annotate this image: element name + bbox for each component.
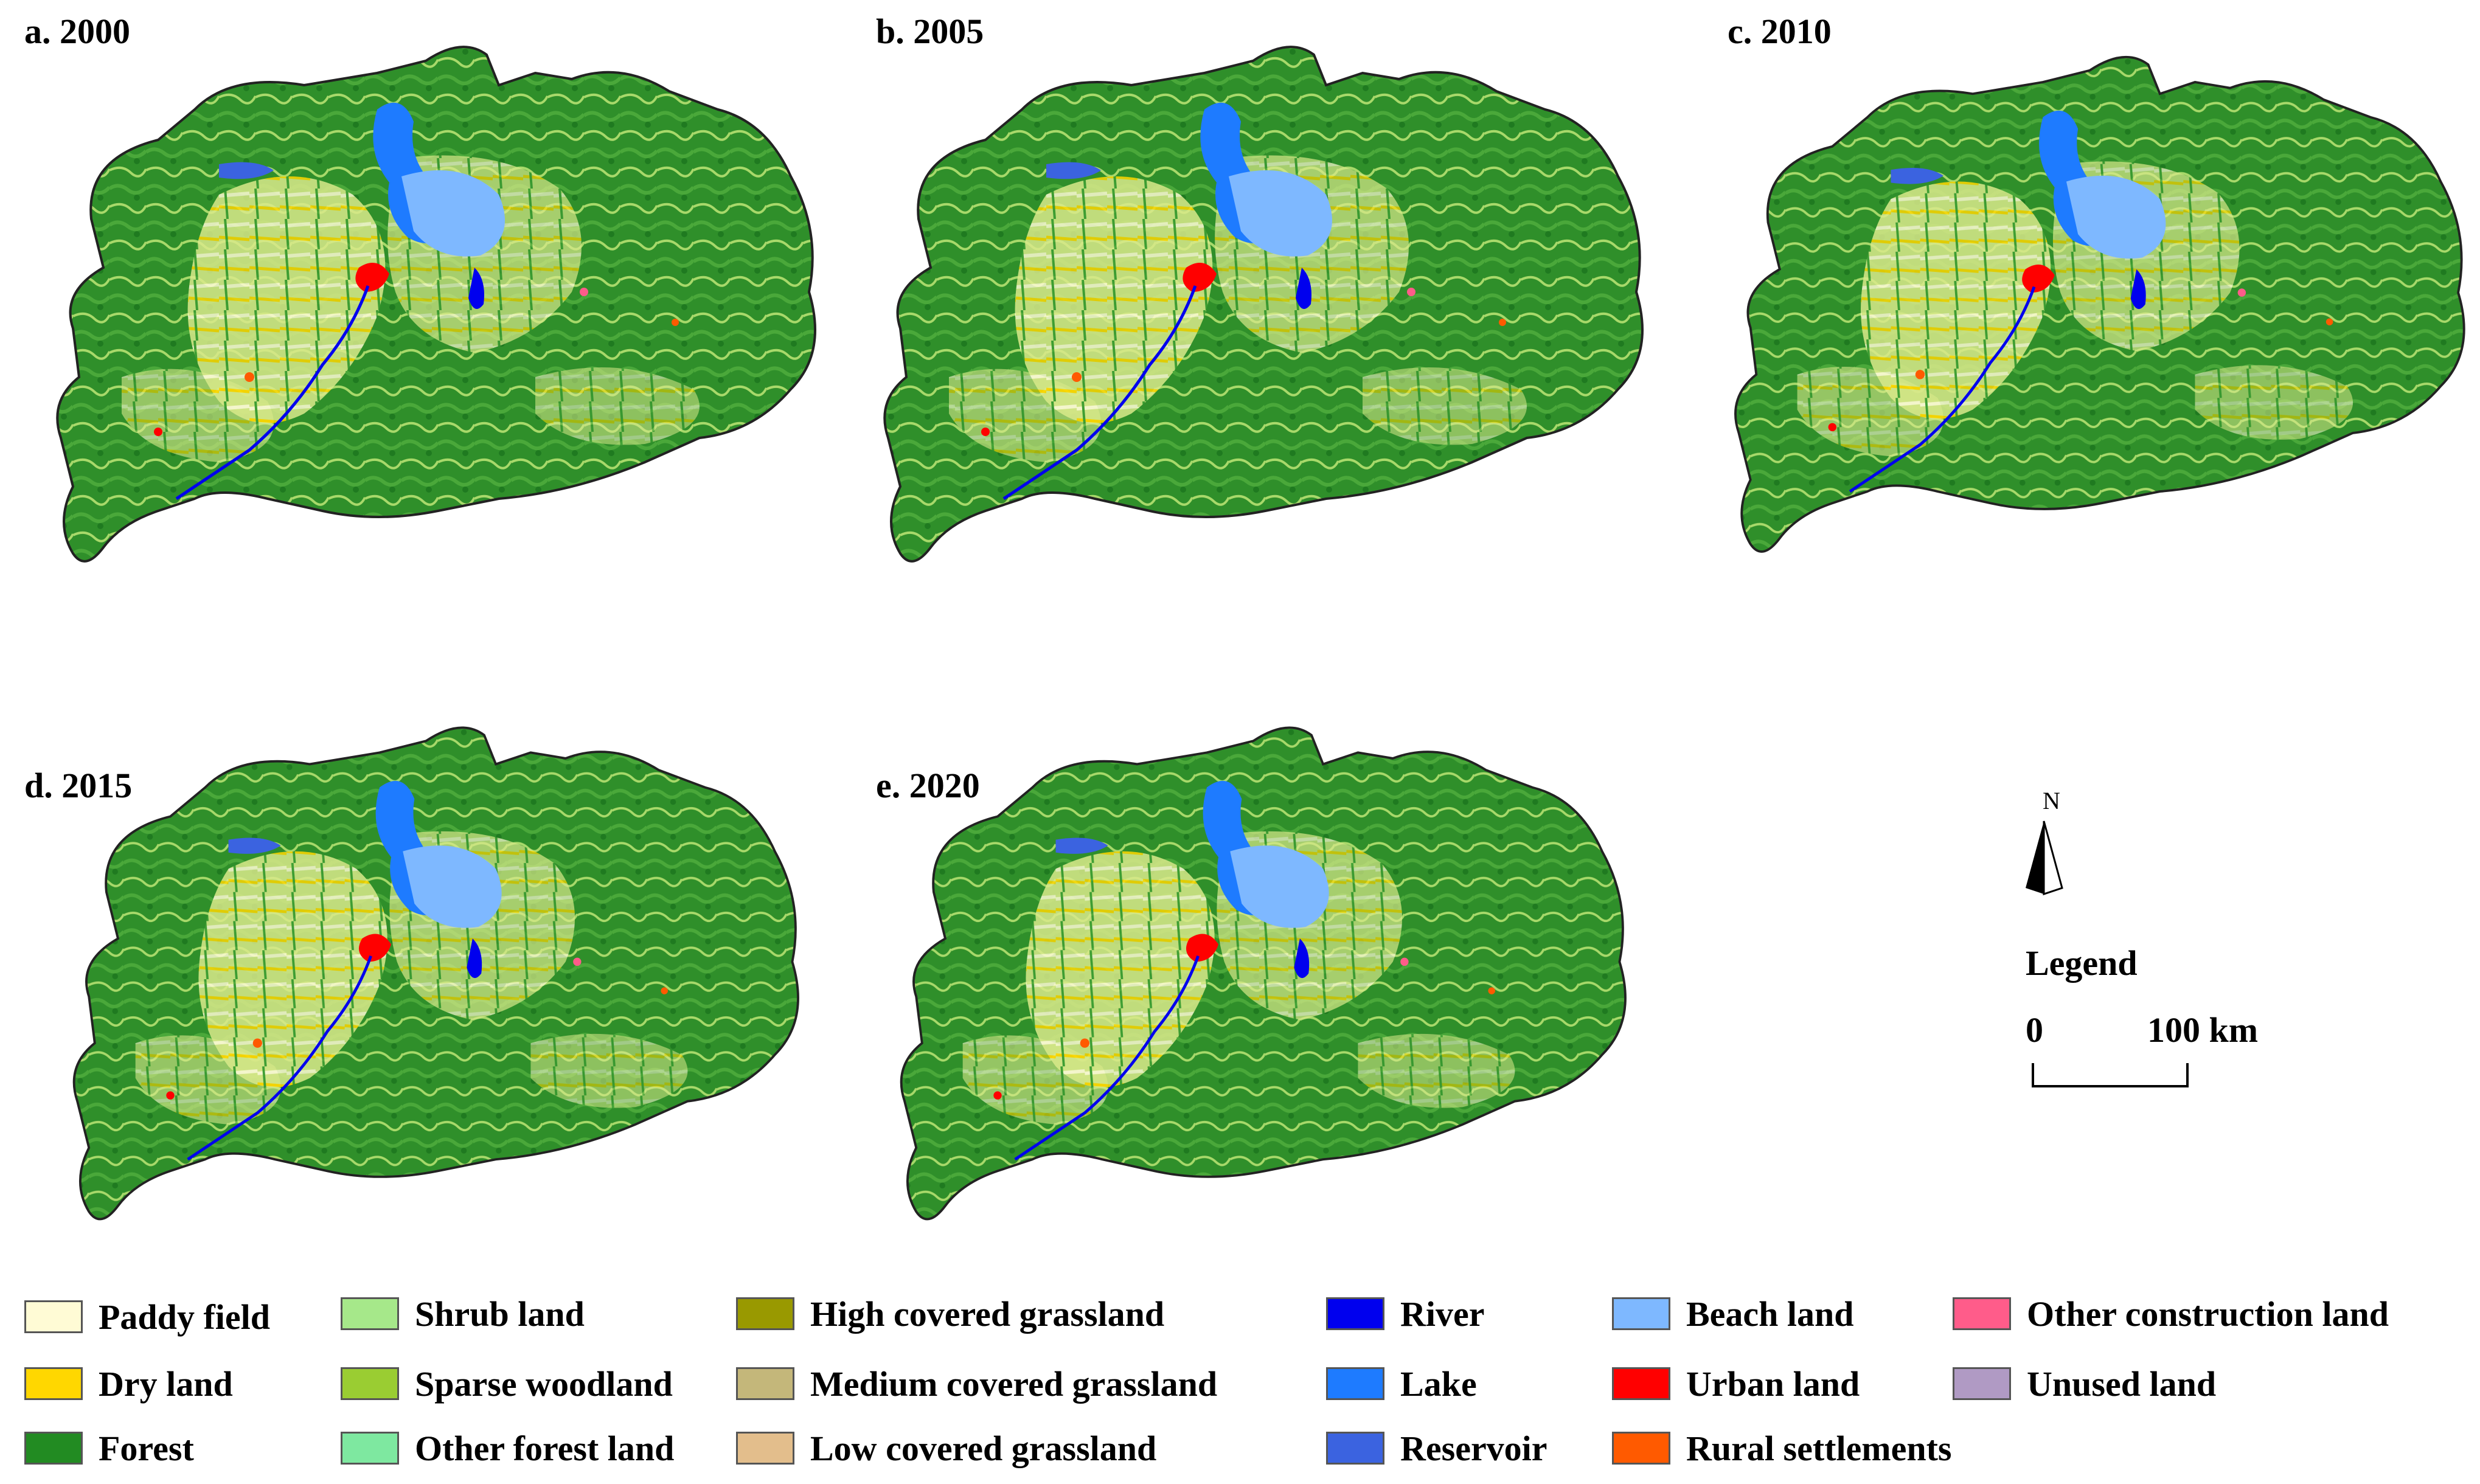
scale-end: 100 km — [2147, 1010, 2259, 1050]
legend-item: Reservoir — [1326, 1427, 1547, 1469]
legend-item: Medium covered grassland — [736, 1362, 1217, 1405]
legend-swatch — [24, 1367, 83, 1400]
legend-label: Reservoir — [1400, 1428, 1547, 1468]
map-panel-2020: e. 2020 — [827, 718, 1655, 1235]
legend-item: Lake — [1326, 1362, 1477, 1405]
legend-label: River — [1400, 1294, 1485, 1334]
legend-item: Paddy field — [24, 1295, 270, 1338]
legend-swatch — [24, 1300, 83, 1333]
legend-swatch — [1326, 1297, 1384, 1330]
map-panel-2010: c. 2010 — [1679, 0, 2480, 596]
legend-swatch — [736, 1432, 794, 1465]
legend-item: Other construction land — [1953, 1292, 2389, 1335]
map-panel-2015: d. 2015 — [0, 718, 827, 1235]
legend-swatch — [1953, 1297, 2011, 1330]
panel-title: c. 2010 — [1728, 12, 1832, 51]
panel-title: e. 2020 — [876, 766, 980, 805]
legend-item: Shrub land — [341, 1292, 585, 1335]
land-use-map — [36, 36, 827, 584]
legend-swatch — [736, 1367, 794, 1400]
legend-label: Lake — [1400, 1364, 1477, 1404]
map-panel-2000: a. 2000 — [0, 0, 827, 596]
legend-label: Medium covered grassland — [810, 1364, 1218, 1404]
legend-item: River — [1326, 1292, 1485, 1335]
panel-title: a. 2000 — [24, 12, 130, 51]
legend-swatch — [1612, 1367, 1670, 1400]
legend-label: Low covered grassland — [810, 1428, 1157, 1468]
north-arrow-icon: N — [2026, 787, 2063, 896]
legend-item: Urban land — [1612, 1362, 1860, 1405]
land-use-map — [36, 718, 827, 1241]
legend-label: Beach land — [1686, 1294, 1854, 1334]
scale-start: 0 — [2026, 1010, 2043, 1050]
legend-item: Unused land — [1953, 1362, 2216, 1405]
legend-label: Paddy field — [99, 1297, 270, 1337]
legend-swatch — [1326, 1432, 1384, 1465]
legend: Paddy field Dry land Forest Shrub land S… — [0, 1235, 2480, 1484]
land-use-map — [864, 718, 1655, 1241]
legend-title: Legend — [2026, 943, 2138, 983]
legend-swatch — [1612, 1297, 1670, 1330]
legend-item: Sparse woodland — [341, 1362, 673, 1405]
legend-item: Rural settlements — [1612, 1427, 1952, 1469]
legend-label: Unused land — [2027, 1364, 2217, 1404]
panel-title: b. 2005 — [876, 12, 984, 51]
land-use-map — [1715, 36, 2476, 584]
legend-label: Dry land — [99, 1364, 233, 1404]
legend-swatch — [1953, 1367, 2011, 1400]
legend-label: Other forest land — [415, 1428, 675, 1468]
legend-item: Other forest land — [341, 1427, 674, 1469]
scale-line — [2032, 1063, 2189, 1087]
panel-title: d. 2015 — [24, 766, 133, 805]
legend-item: Dry land — [24, 1362, 233, 1405]
map-panel-2005: b. 2005 — [827, 0, 1655, 596]
legend-label: Urban land — [1686, 1364, 1860, 1404]
legend-item: High covered grassland — [736, 1292, 1164, 1335]
legend-swatch — [341, 1367, 399, 1400]
legend-swatch — [341, 1432, 399, 1465]
legend-swatch — [341, 1297, 399, 1330]
legend-swatch — [24, 1432, 83, 1465]
land-use-map — [864, 36, 1655, 584]
legend-label: Sparse woodland — [415, 1364, 673, 1404]
legend-item: Beach land — [1612, 1292, 1854, 1335]
legend-swatch — [1326, 1367, 1384, 1400]
legend-swatch — [736, 1297, 794, 1330]
legend-item: Low covered grassland — [736, 1427, 1156, 1469]
legend-item: Forest — [24, 1427, 194, 1469]
legend-label: Forest — [99, 1428, 194, 1468]
legend-label: Other construction land — [2027, 1294, 2389, 1334]
legend-swatch — [1612, 1432, 1670, 1465]
legend-label: Rural settlements — [1686, 1428, 1952, 1468]
legend-label: High covered grassland — [810, 1294, 1165, 1334]
legend-label: Shrub land — [415, 1294, 585, 1334]
north-label: N — [2043, 787, 2060, 814]
scale-bar: 0 100 km — [2026, 1010, 2269, 1101]
